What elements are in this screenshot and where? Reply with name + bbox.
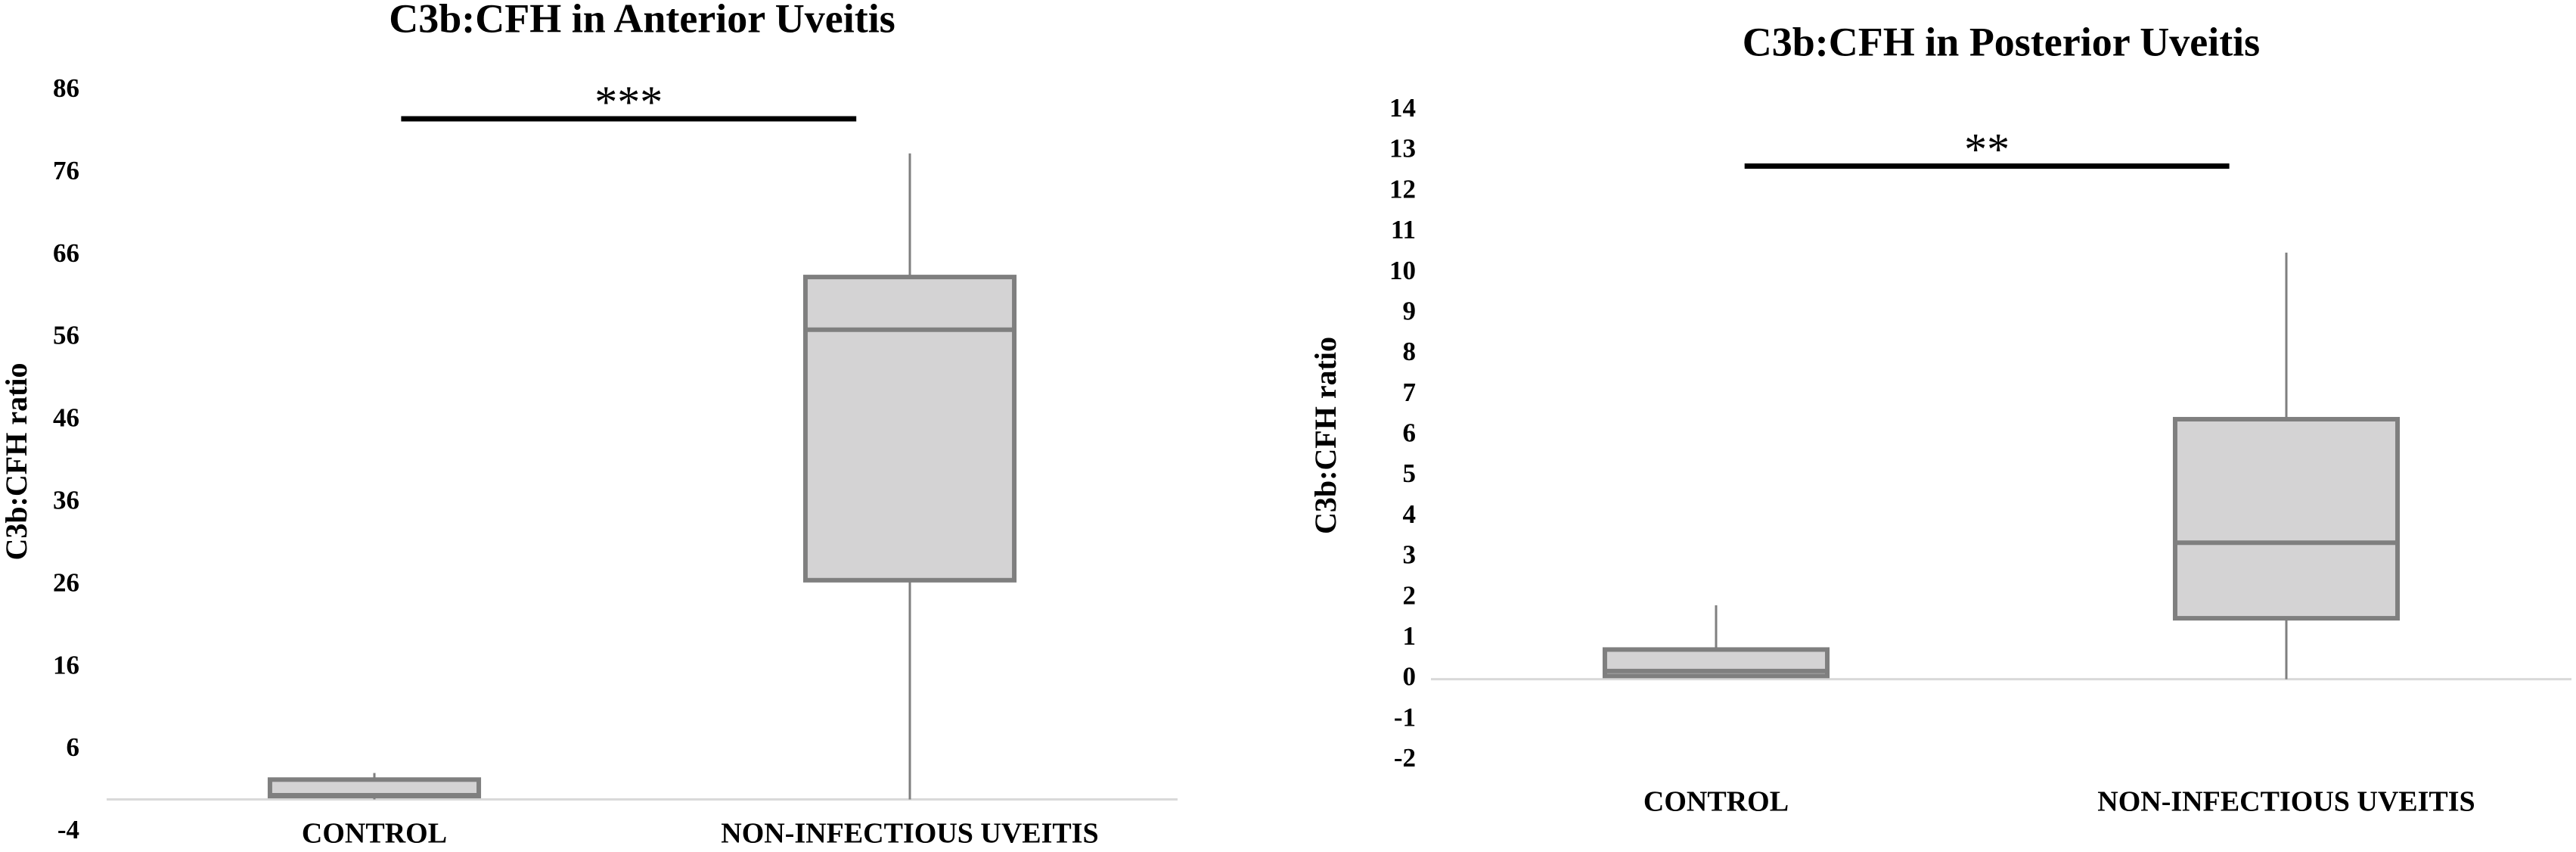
y-tick-label: 9 xyxy=(1403,296,1417,325)
x-tick-label: NON-INFECTIOUS UVEITIS xyxy=(2097,786,2475,818)
y-tick-label: 4 xyxy=(1403,499,1417,529)
y-axis-label: C3b:CFH ratio xyxy=(0,362,33,560)
chart-title: C3b:CFH in Anterior Uveitis xyxy=(389,0,895,41)
y-tick-label: 11 xyxy=(1391,215,1416,244)
y-tick-label: 56 xyxy=(53,321,79,350)
y-tick-label: 46 xyxy=(53,403,79,433)
y-tick-label: -2 xyxy=(1394,743,1416,773)
significance-label: *** xyxy=(594,77,663,127)
chart-title: C3b:CFH in Posterior Uveitis xyxy=(1743,19,2260,64)
y-tick-label: 0 xyxy=(1403,662,1417,692)
y-tick-label: -1 xyxy=(1394,702,1416,732)
y-tick-label: 3 xyxy=(1403,540,1417,570)
y-tick-label: 13 xyxy=(1389,134,1416,163)
y-tick-label: 5 xyxy=(1403,459,1417,488)
y-tick-label: 7 xyxy=(1403,378,1417,407)
y-tick-label: 10 xyxy=(1389,256,1416,285)
significance-label: ** xyxy=(1964,124,2010,174)
y-tick-label: 66 xyxy=(53,238,79,268)
y-tick-label: 26 xyxy=(53,567,79,597)
y-tick-label: 8 xyxy=(1403,337,1417,366)
x-tick-label: CONTROL xyxy=(1643,786,1789,818)
y-tick-label: -4 xyxy=(57,815,79,844)
y-tick-label: 16 xyxy=(53,650,79,679)
y-tick-label: 2 xyxy=(1403,580,1417,610)
box xyxy=(2172,417,2401,621)
y-tick-label: 36 xyxy=(53,485,79,515)
y-tick-label: 6 xyxy=(67,732,80,762)
box xyxy=(802,275,1017,583)
y-tick-label: 12 xyxy=(1389,174,1416,204)
x-tick-label: CONTROL xyxy=(302,818,447,850)
y-tick-label: 14 xyxy=(1389,93,1416,123)
y-tick-label: 1 xyxy=(1403,621,1417,651)
y-tick-label: 86 xyxy=(53,73,79,103)
y-axis-label: C3b:CFH ratio xyxy=(1308,337,1342,534)
x-tick-label: NON-INFECTIOUS UVEITIS xyxy=(721,818,1098,850)
y-tick-label: 76 xyxy=(53,156,79,185)
y-tick-label: 6 xyxy=(1403,418,1417,448)
